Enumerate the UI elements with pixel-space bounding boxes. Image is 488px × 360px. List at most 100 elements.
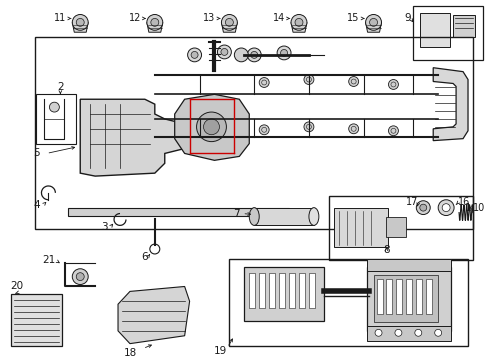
Circle shape (394, 329, 401, 336)
Bar (412, 6, 482, 60)
Circle shape (414, 329, 421, 336)
Bar (37, 94, 76, 144)
Circle shape (259, 125, 268, 135)
Circle shape (250, 51, 257, 58)
Polygon shape (68, 208, 288, 216)
Ellipse shape (308, 208, 318, 225)
Bar (259, 273, 264, 308)
Text: 19: 19 (214, 346, 227, 356)
Circle shape (49, 102, 59, 112)
Text: 21: 21 (42, 255, 55, 265)
Circle shape (387, 80, 398, 89)
Circle shape (76, 273, 84, 280)
Text: 17: 17 (405, 197, 417, 207)
Circle shape (365, 14, 381, 30)
Bar (366, 259, 450, 271)
Text: 9: 9 (404, 13, 410, 23)
Circle shape (437, 200, 453, 216)
Bar (249, 273, 255, 308)
Bar (308, 273, 314, 308)
Text: 7: 7 (232, 208, 239, 219)
Text: 6: 6 (141, 252, 147, 262)
Polygon shape (72, 22, 88, 32)
Circle shape (280, 49, 287, 57)
Circle shape (419, 204, 426, 211)
Bar (419, 13, 449, 47)
Circle shape (348, 124, 358, 134)
Text: 10: 10 (472, 203, 484, 213)
Circle shape (434, 329, 441, 336)
Polygon shape (432, 68, 467, 141)
Text: 2: 2 (57, 82, 63, 93)
Circle shape (387, 126, 398, 136)
Bar (415, 279, 422, 314)
Polygon shape (118, 287, 189, 344)
Circle shape (76, 18, 84, 26)
Bar (36, 37, 472, 229)
Bar (386, 279, 392, 314)
Polygon shape (221, 22, 237, 32)
Bar (452, 15, 474, 37)
Circle shape (146, 14, 163, 30)
Text: 14: 14 (272, 13, 285, 23)
Circle shape (441, 204, 449, 212)
Text: 1: 1 (464, 203, 470, 213)
Circle shape (191, 51, 198, 58)
Circle shape (203, 119, 219, 135)
Circle shape (374, 329, 381, 336)
Bar (376, 279, 382, 314)
Polygon shape (290, 22, 306, 32)
Polygon shape (146, 22, 163, 32)
Bar (268, 273, 275, 308)
Circle shape (304, 122, 313, 132)
Text: 13: 13 (203, 13, 215, 23)
Bar (328, 196, 472, 260)
Bar (254, 208, 313, 225)
Circle shape (290, 14, 306, 30)
Bar (11, 294, 62, 346)
Polygon shape (365, 22, 381, 32)
Text: 11: 11 (54, 13, 66, 23)
Text: 15: 15 (346, 13, 359, 23)
Bar (244, 267, 323, 321)
Circle shape (225, 18, 233, 26)
Text: 20: 20 (11, 282, 24, 291)
Circle shape (259, 77, 268, 87)
Bar (298, 273, 305, 308)
Circle shape (247, 48, 261, 62)
Ellipse shape (249, 208, 259, 225)
Text: 12: 12 (128, 13, 141, 23)
Text: 8: 8 (383, 245, 389, 255)
Text: 5: 5 (33, 148, 40, 158)
Text: 18: 18 (123, 348, 136, 357)
Polygon shape (174, 94, 249, 160)
Circle shape (221, 14, 237, 30)
Bar (366, 267, 450, 331)
Circle shape (294, 18, 303, 26)
Circle shape (196, 112, 226, 141)
Circle shape (72, 269, 88, 284)
Text: 4: 4 (33, 200, 40, 210)
Circle shape (369, 18, 377, 26)
Text: 3: 3 (101, 222, 108, 232)
Circle shape (72, 14, 88, 30)
Bar (229, 259, 467, 346)
Circle shape (150, 18, 159, 26)
Bar (426, 279, 431, 314)
Bar (406, 279, 411, 314)
Circle shape (187, 48, 201, 62)
Circle shape (277, 46, 290, 60)
Circle shape (415, 201, 429, 215)
Bar (396, 279, 402, 314)
Bar (279, 273, 285, 308)
Text: 16: 16 (457, 197, 469, 207)
Bar (373, 275, 437, 322)
Bar (333, 208, 387, 247)
Circle shape (234, 48, 248, 62)
Polygon shape (80, 99, 199, 176)
Circle shape (304, 75, 313, 85)
Bar (366, 326, 450, 341)
Bar (386, 217, 406, 237)
Circle shape (217, 45, 231, 59)
Circle shape (221, 49, 227, 55)
